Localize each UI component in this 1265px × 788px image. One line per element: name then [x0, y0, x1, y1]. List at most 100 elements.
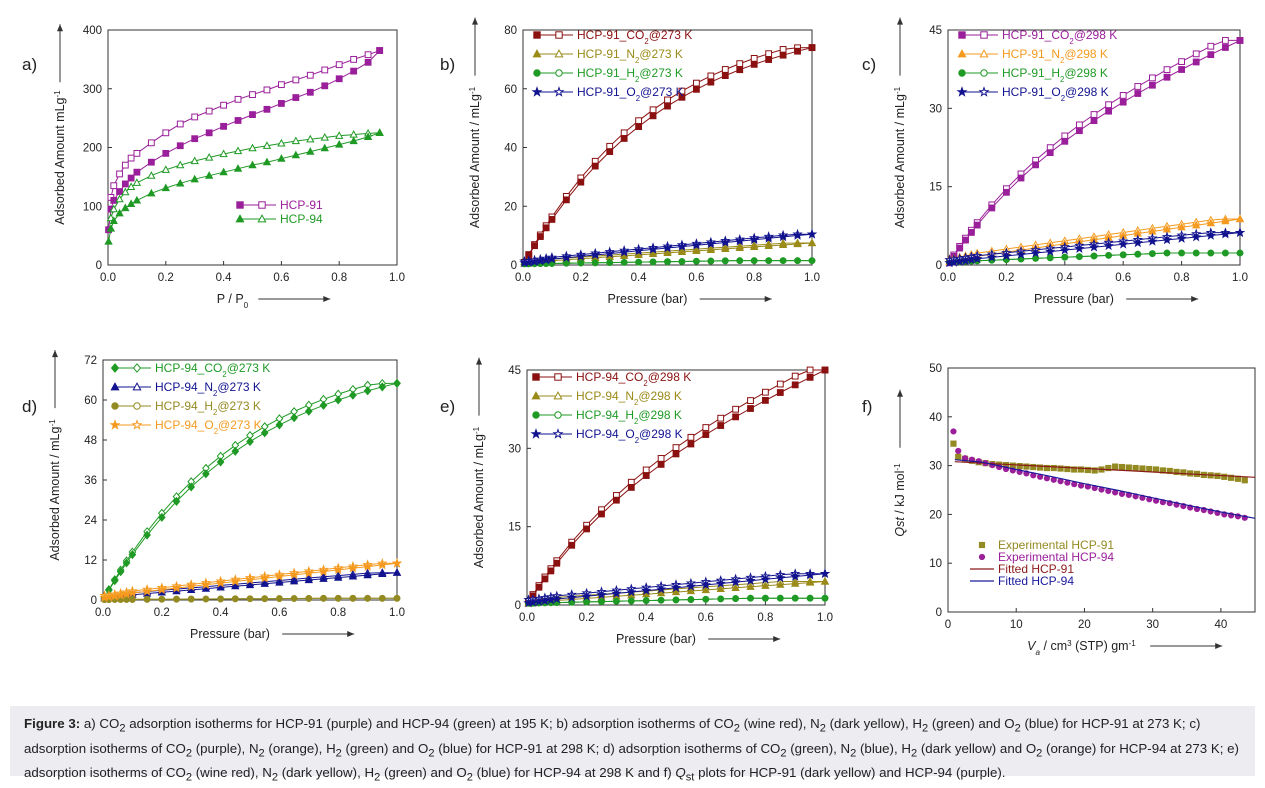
x-axis-arrowhead [323, 296, 331, 302]
adsorption-point [808, 257, 816, 264]
adsorption-point [701, 585, 710, 594]
adsorption-point [687, 440, 695, 448]
adsorption-point [747, 405, 754, 412]
legend-label: HCP-91_N2@273 K [577, 47, 683, 65]
legend-entry: HCP-91_O2@273 K [531, 85, 684, 103]
desorption-point [1207, 42, 1215, 50]
desorption-point [776, 380, 784, 388]
legend-marker-open [555, 69, 563, 77]
adsorption-point [231, 581, 240, 590]
adsorption-point [764, 241, 773, 250]
desorption-point [1134, 83, 1142, 90]
adsorption-point [306, 88, 314, 96]
adsorption-point [611, 588, 622, 598]
adsorption-point [143, 530, 151, 540]
axes-frame [947, 29, 1241, 266]
adsorption-point [263, 105, 271, 113]
desorption-point [121, 161, 129, 169]
desorption-point [364, 51, 372, 59]
desorption-point [649, 106, 657, 114]
adsorption-point [806, 228, 818, 239]
adsorption-point [220, 122, 227, 130]
x-tick-label: 0.6 [698, 612, 714, 624]
adsorption-point [204, 171, 214, 179]
adsorption-point [808, 44, 816, 52]
adsorption-point [173, 595, 180, 603]
y-tick-label: 20 [929, 509, 942, 521]
adsorption-point [775, 572, 786, 583]
adsorption-point [747, 594, 754, 602]
data-point [955, 447, 962, 455]
adsorption-point [760, 573, 771, 584]
series-hcp-94-o2-298-k [523, 568, 831, 608]
adsorption-point [720, 237, 731, 247]
adsorption-point [762, 594, 769, 602]
desorption-line [528, 369, 825, 602]
data-point [1139, 465, 1146, 472]
adsorption-point [1001, 250, 1012, 261]
adsorption-point [634, 250, 643, 258]
adsorption-point [1045, 246, 1056, 256]
adsorption-point [116, 188, 123, 195]
y-tick-label: 400 [83, 25, 102, 37]
adsorption-point [1206, 218, 1215, 227]
panel-label: e) [440, 397, 455, 416]
adsorption-point [672, 596, 680, 604]
adsorption-point [233, 164, 243, 172]
desorption-point [219, 149, 228, 158]
adsorption-point [377, 559, 388, 570]
adsorption-point [259, 572, 270, 583]
desorption-point [291, 136, 301, 145]
x-tick-label: 0.2 [998, 272, 1014, 284]
adsorption-point [1061, 253, 1069, 261]
panel-b: b) 0.0 0.2 0.4 0.6 0.8 1.0 0 20 40 60 80 Pressure (b… [440, 17, 820, 306]
adsorption-point [547, 567, 555, 575]
adsorption-point [147, 188, 156, 197]
y-axis-arrowhead [57, 24, 63, 32]
y-axis-label: Adsorbed Amount / mLg-1 [468, 86, 483, 228]
adsorption-point [1105, 251, 1112, 259]
data-point [1105, 464, 1112, 472]
adsorption-point [655, 583, 667, 594]
x-tick-label: 0.6 [688, 272, 704, 284]
y-tick-label: 12 [84, 555, 97, 567]
panel-label: c) [862, 55, 876, 74]
adsorption-point [779, 51, 787, 59]
data-point [1023, 463, 1030, 470]
y-tick-label: 0 [91, 595, 97, 607]
adsorption-point [967, 229, 975, 236]
desorption-point [635, 117, 643, 125]
desorption-point [306, 134, 315, 143]
adsorption-point [1222, 249, 1229, 257]
legend-label: Experimental HCP-94 [998, 550, 1114, 564]
desorption-point [1192, 50, 1200, 58]
adsorption-point [304, 406, 313, 416]
legend-marker-filled [236, 201, 244, 209]
adsorption-point [127, 174, 135, 182]
desorption-point [306, 71, 314, 79]
adsorption-point [376, 47, 384, 54]
x-tick-label: 40 [1214, 619, 1227, 631]
adsorption-point [156, 584, 167, 595]
legend-label: HCP-91_O2@273 K [577, 85, 684, 103]
adsorption-point [716, 584, 725, 593]
adsorption-point [657, 596, 665, 604]
adsorption-point [231, 595, 239, 603]
desorption-point [1178, 58, 1185, 66]
x-tick-label: 0.8 [330, 607, 346, 619]
legend-marker-filled [531, 391, 541, 400]
adsorption-point [761, 581, 770, 589]
adsorption-point [662, 242, 673, 253]
data-point [1241, 477, 1248, 484]
adsorption-point [657, 460, 665, 468]
legend-entry: HCP-91_CO2@273 K [533, 28, 692, 46]
adsorption-point [1015, 249, 1027, 259]
desorption-point [779, 46, 787, 53]
desorption-point [233, 146, 243, 155]
adsorption-point [121, 180, 129, 188]
adsorption-point [1205, 230, 1216, 240]
adsorption-point [721, 244, 730, 253]
desorption-point [204, 152, 214, 161]
adsorption-point [1076, 253, 1083, 260]
legend-marker-filled [530, 428, 542, 439]
